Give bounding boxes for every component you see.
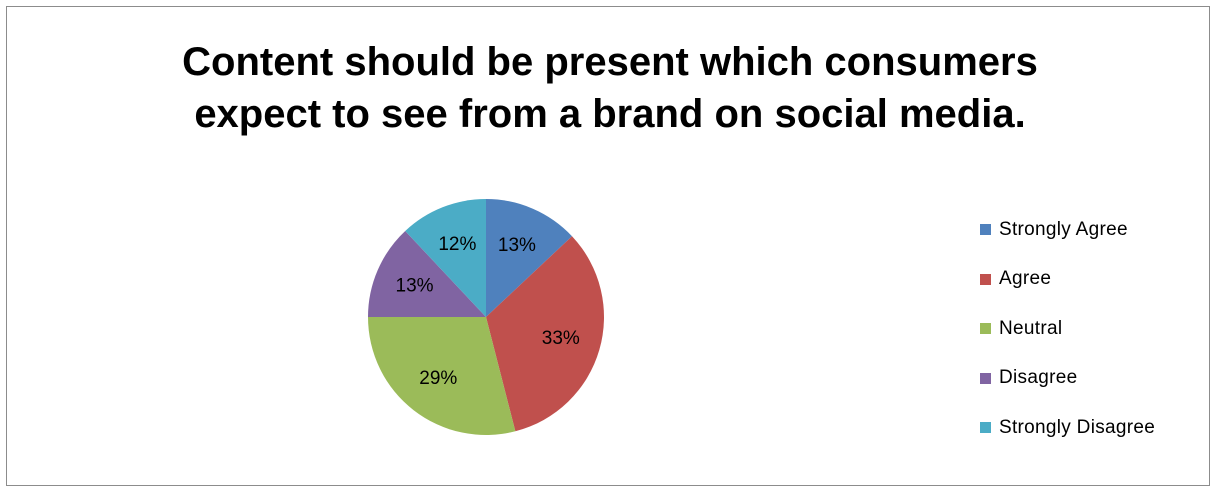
legend-label: Strongly Agree [999, 218, 1128, 240]
legend-swatch [980, 224, 991, 236]
data-label-neutral: 29% [419, 368, 457, 389]
legend-swatch [980, 372, 991, 384]
chart-title: Content should be present which consumer… [0, 36, 1213, 140]
data-label-disagree: 13% [396, 276, 434, 297]
legend-label: Neutral [999, 317, 1063, 339]
data-label-strongly-disagree: 12% [438, 234, 476, 255]
pie-slice-agree [486, 236, 605, 432]
chart-frame [6, 6, 1210, 486]
chart-title-line-2: expect to see from a brand on social med… [194, 92, 1026, 136]
pie-slice-strongly-agree [486, 199, 573, 317]
legend-label: Disagree [999, 367, 1078, 389]
legend-item-neutral: Neutral [980, 304, 1155, 354]
data-label-strongly-agree: 13% [498, 235, 536, 256]
legend-item-strongly-agree: Strongly Agree [980, 205, 1155, 255]
chart-legend: Strongly Agree Agree Neutral Disagree St… [980, 205, 1155, 453]
legend-swatch [980, 422, 991, 434]
pie-slice-neutral [368, 317, 516, 435]
legend-label: Agree [999, 268, 1052, 290]
legend-item-strongly-disagree: Strongly Disagree [980, 403, 1155, 453]
legend-swatch [980, 323, 991, 335]
pie-slice-strongly-disagree [405, 199, 486, 317]
legend-swatch [980, 273, 991, 285]
chart-title-line-1: Content should be present which consumer… [182, 40, 1038, 84]
legend-label: Strongly Disagree [999, 416, 1156, 438]
legend-item-disagree: Disagree [980, 354, 1155, 404]
pie-slice-disagree [368, 230, 486, 317]
data-label-agree: 33% [542, 328, 580, 349]
legend-item-agree: Agree [980, 255, 1155, 305]
